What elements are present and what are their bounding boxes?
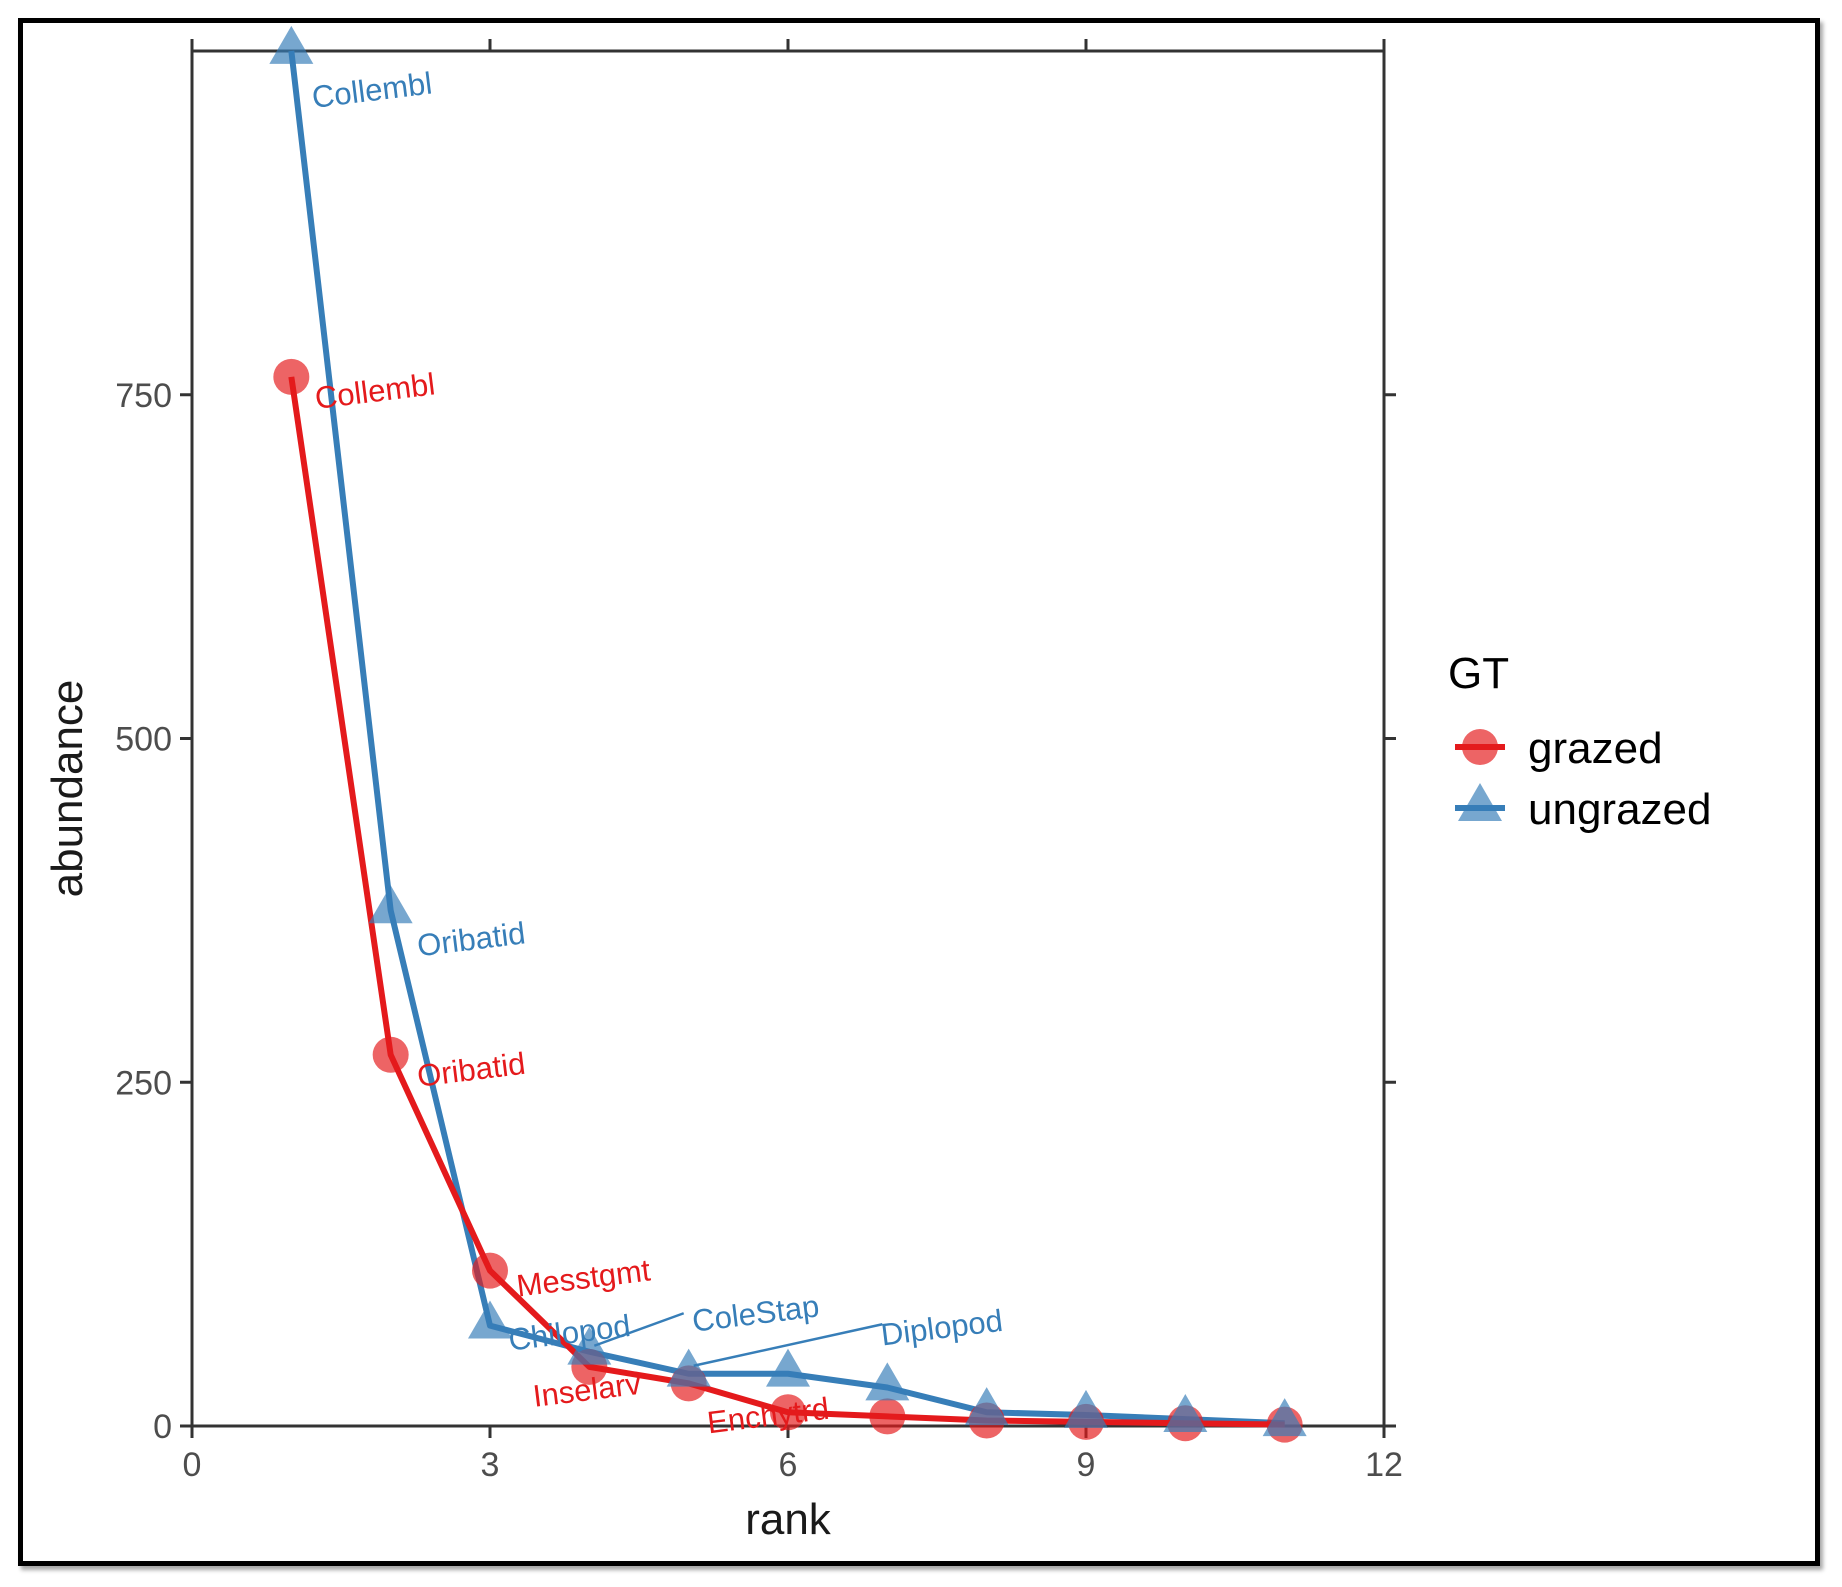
point-ungrazed <box>567 1326 612 1365</box>
point-grazed <box>273 358 310 395</box>
point-label-ungrazed: Oribatid <box>415 915 527 963</box>
y-tick-label: 250 <box>115 1064 172 1102</box>
point-labels: Collembl Oribatid Messtgmt Inselarv Enchytrd… <box>310 66 1005 1441</box>
point-label-ungrazed: Chilopod <box>507 1308 633 1358</box>
x-axis-title: rank <box>745 1495 832 1544</box>
point-ungrazed <box>368 885 413 924</box>
point-label-ungrazed: Collembl <box>310 66 434 115</box>
y-axis-title: abundance <box>43 680 92 898</box>
point-ungrazed <box>468 1300 512 1339</box>
point-label-ungrazed: ColeStap <box>690 1288 821 1338</box>
legend-title: GT <box>1448 649 1509 698</box>
x-tick-label: 12 <box>1365 1446 1403 1484</box>
legend-key-marker-ungrazed <box>1458 783 1502 821</box>
point-grazed <box>372 1036 409 1073</box>
series-line-ungrazed <box>288 50 1285 1427</box>
point-ungrazed <box>1163 1394 1208 1433</box>
point-grazed <box>770 1394 806 1431</box>
label-leader <box>693 1323 883 1367</box>
point-ungrazed <box>1262 1398 1307 1437</box>
point-label-grazed: Messtgmt <box>515 1252 653 1303</box>
x-tick-label: 3 <box>481 1446 500 1484</box>
point-label-ungrazed: Diplopod <box>879 1303 1005 1353</box>
legend-label-ungrazed: ungrazed <box>1528 785 1711 834</box>
figure-frame <box>18 18 1820 1566</box>
series-layer <box>269 25 1307 1443</box>
legend-key-marker-grazed <box>1462 729 1498 765</box>
point-ungrazed <box>964 1387 1009 1426</box>
x-tick-label: 6 <box>779 1446 798 1484</box>
point-label-grazed: Enchytrd <box>705 1391 831 1441</box>
legend-label-grazed: grazed <box>1528 724 1663 773</box>
x-tick-label: 0 <box>183 1446 202 1484</box>
series-line-grazed <box>288 376 1285 1428</box>
point-grazed <box>472 1252 508 1289</box>
y-tick-label: 500 <box>115 721 172 759</box>
y-tick-label: 0 <box>153 1408 172 1446</box>
legend: GT grazed ungrazed <box>1448 649 1711 834</box>
point-ungrazed <box>269 25 314 64</box>
label-leader <box>593 1312 685 1347</box>
axes: 0 3 6 9 12 0 250 500 750 <box>115 39 1403 1484</box>
y-tick-label: 750 <box>115 377 172 415</box>
point-ungrazed <box>1064 1389 1108 1428</box>
point-ungrazed <box>766 1348 810 1387</box>
point-label-grazed: Inselarv <box>531 1366 643 1414</box>
point-ungrazed <box>865 1362 910 1401</box>
point-label-grazed: Oribatid <box>415 1046 527 1094</box>
x-tick-label: 9 <box>1077 1446 1096 1484</box>
point-ungrazed <box>666 1348 711 1387</box>
point-grazed <box>869 1398 906 1435</box>
